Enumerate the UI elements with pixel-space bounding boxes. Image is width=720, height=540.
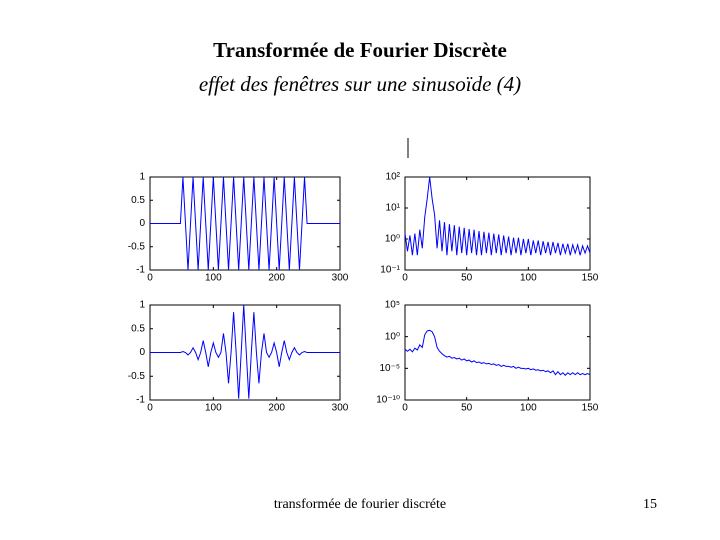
x-tick-label: 50 [461,403,473,414]
x-tick-label: 100 [520,403,537,414]
page-number: 15 [643,497,657,512]
x-tick-label: 50 [461,273,473,284]
x-tick-label: 150 [582,403,599,414]
x-tick-label: 0 [402,403,408,414]
signal-line [150,304,340,399]
y-tick-label: 10⁻⁵ [379,363,400,374]
x-tick-label: 200 [268,403,285,414]
x-tick-label: 200 [268,273,285,284]
x-tick-label: 100 [205,273,222,284]
x-tick-label: 0 [147,403,153,414]
y-tick-label: 1 [139,300,145,311]
signal-line [150,176,340,271]
slide-subtitle: effet des fenêtres sur une sinusoïde (4) [198,72,522,96]
signal-line [404,176,591,256]
y-tick-label: 10⁰ [385,234,400,245]
y-tick-label: -0.5 [128,241,146,252]
plot-frame [404,176,591,271]
y-tick-label: 0 [139,347,145,358]
slide-title: Transformée de Fourier Discrète [213,38,507,62]
x-tick-label: 150 [582,273,599,284]
y-tick-label: 10² [386,172,401,183]
x-tick-label: 300 [332,273,349,284]
x-tick-label: 100 [205,403,222,414]
y-tick-label: -0.5 [128,371,146,382]
footer: transformée de fourier discréte [273,497,447,512]
x-tick-label: 100 [520,273,537,284]
x-tick-label: 0 [147,273,153,284]
y-tick-label: 1 [139,172,145,183]
y-tick-label: 10⁵ [385,300,400,311]
y-tick-label: -1 [136,395,145,406]
y-tick-label: -1 [136,265,145,276]
y-tick-label: 0.5 [131,195,145,206]
y-tick-label: 0.5 [131,323,145,334]
y-tick-label: 0 [139,218,145,229]
signal-line [404,329,591,376]
x-tick-label: 300 [332,403,349,414]
y-tick-label: 10⁰ [385,331,400,342]
y-tick-label: 10¹ [386,203,401,214]
y-tick-label: 10⁻¹⁰ [376,395,400,406]
y-tick-label: 10⁻¹ [380,265,400,276]
plot-frame [404,304,591,401]
x-tick-label: 0 [402,273,408,284]
